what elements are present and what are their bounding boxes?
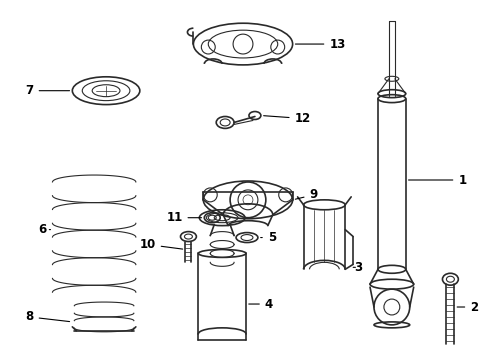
Text: 3: 3	[352, 261, 362, 274]
Text: 12: 12	[263, 112, 310, 125]
Text: 13: 13	[295, 37, 345, 50]
Text: 10: 10	[139, 238, 183, 251]
Text: 6: 6	[38, 223, 50, 236]
Text: 11: 11	[166, 211, 201, 224]
Text: 1: 1	[407, 174, 466, 186]
Text: 7: 7	[25, 84, 69, 97]
Text: 4: 4	[248, 297, 272, 311]
Text: 8: 8	[25, 310, 69, 323]
Text: 9: 9	[295, 188, 317, 201]
Text: 2: 2	[456, 301, 477, 314]
Text: 5: 5	[260, 231, 276, 244]
